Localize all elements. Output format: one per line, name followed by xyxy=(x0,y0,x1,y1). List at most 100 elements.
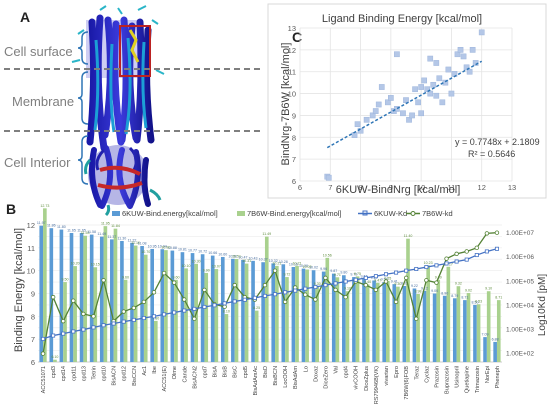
kd-6kuw-point xyxy=(242,297,247,302)
kd-7b6w-point xyxy=(393,299,399,305)
scatter-point xyxy=(463,64,470,71)
kd-6kuw-point xyxy=(444,261,449,266)
brace-cell-surface xyxy=(77,31,89,65)
legend-swatch-6kuw-energy xyxy=(112,211,120,216)
scatter-r2: R² = 0.5646 xyxy=(468,149,515,159)
bar-6kuw-value-label: 10.28 xyxy=(279,260,288,264)
kd-6kuw-point xyxy=(141,316,146,321)
bar-category-label: BisAdAmAc xyxy=(253,366,259,396)
bar-category-label: Olme xyxy=(172,366,178,379)
bar-7b6w-energy xyxy=(305,269,309,362)
label-cell-surface: Cell surface xyxy=(4,44,73,59)
bar-7b6w-value-label: 11.53 xyxy=(81,231,90,235)
scatter-xlabel: 6KUW-BindNrg [kcal/mol] xyxy=(336,184,461,196)
bar-6kuw-energy xyxy=(79,232,84,362)
scatter-point xyxy=(363,116,370,123)
kd-6kuw-point xyxy=(373,274,378,279)
kd-6kuw-point xyxy=(454,259,459,264)
kd-6kuw-point xyxy=(121,319,126,324)
bar-7b6w-value-label: 8.98 xyxy=(415,289,422,293)
bar-6kuw-value-label: 8.71 xyxy=(461,296,468,300)
bar-category-label: Quetiapine xyxy=(465,366,471,393)
bar-6kuw-energy xyxy=(39,225,44,362)
kd-6kuw-point xyxy=(424,265,429,270)
kd-lines xyxy=(40,230,500,356)
kd-7b6w-point xyxy=(313,297,318,302)
bar-7b6w-energy xyxy=(143,254,148,362)
scatter-point xyxy=(457,47,464,53)
bar-7b6w-energy xyxy=(285,277,289,362)
bar-ylabel: Binding Energy [kcal/mol] xyxy=(13,228,25,352)
bar-7b6w-energy xyxy=(486,291,491,362)
legend-7b6w-energy: 7B6W-Bind.energy[kcal/mol] xyxy=(247,209,342,218)
scatter-point xyxy=(454,51,461,58)
scatter-point xyxy=(418,84,424,90)
bar-grid xyxy=(38,224,502,363)
scatter-xtick: 9 xyxy=(389,183,393,192)
bar-7b6w-value-label: 10.20 xyxy=(71,262,80,266)
kd-6kuw-point xyxy=(222,301,227,306)
bar-category-label: cpd11 xyxy=(71,366,77,381)
bar-7b6w-energy xyxy=(436,279,441,362)
kd-6kuw-point xyxy=(262,293,267,298)
legend-7b6w-kd: 7B6W-kd xyxy=(422,209,453,218)
bar-7b6w-value-label: 9.55 xyxy=(384,276,391,280)
bar-category-label: BisCCN xyxy=(132,366,138,386)
panel-a-letter: A xyxy=(20,9,30,25)
kd-7b6w-point xyxy=(414,316,419,321)
kd-6kuw-point xyxy=(182,308,187,313)
kd-7b6w-point xyxy=(91,314,96,319)
kd-6kuw-point xyxy=(353,277,358,282)
scatter-point xyxy=(384,99,391,106)
panel-c-letter: C xyxy=(292,29,302,45)
label-cell-interior: Cell Interior xyxy=(4,155,71,170)
kd-6kuw-point xyxy=(303,286,308,291)
bar-category-label: vivartan xyxy=(384,366,390,386)
kd-7b6w-point xyxy=(323,275,328,281)
kd-7b6w-point xyxy=(192,316,197,321)
bar-7b6w-value-label: 9.10 xyxy=(344,287,351,291)
bar-category-label: cpd14 xyxy=(61,366,67,381)
kd-6kuw-point xyxy=(111,321,116,326)
kd-7b6w-point xyxy=(272,268,278,273)
bar-y2tick: 1.00E+05 xyxy=(506,278,534,285)
bar-7b6w-value-label: 11.40 xyxy=(404,234,413,238)
bar-6kuw-energy xyxy=(362,278,366,362)
bar-6kuw-energy xyxy=(412,288,417,362)
bar-6kuw-energy xyxy=(251,260,255,362)
scatter-ytick: 6 xyxy=(292,177,296,186)
kd-6kuw-line xyxy=(42,248,498,340)
scatter-xtick: 12 xyxy=(478,183,486,192)
bar-ytick: 10 xyxy=(27,267,35,276)
kd-7b6w-point xyxy=(403,275,409,281)
bar-category-label: cpd10 xyxy=(102,366,108,381)
bar-6kuw-energy xyxy=(402,285,407,362)
scatter-xtick: 13 xyxy=(508,183,516,192)
protein-structure-illustration xyxy=(71,5,165,217)
bar-7b6w-energy xyxy=(244,263,249,362)
bar-6kuw-energy xyxy=(392,284,397,362)
scatter-point xyxy=(424,86,431,93)
bar-category-label: ACC51071 xyxy=(41,366,47,393)
bar-6kuw-energy xyxy=(180,252,185,362)
bar-6kuw-value-label: 10.94 xyxy=(158,245,167,249)
bar-7b6w-value-label: 7.80 xyxy=(152,316,159,320)
bar-7b6w-value-label: 10.30 xyxy=(192,259,201,263)
kd-6kuw-point xyxy=(494,246,499,251)
bar-6kuw-energy xyxy=(463,300,467,362)
scatter-point xyxy=(351,132,358,138)
bar-7b6w-energy xyxy=(204,272,209,362)
bar-6kuw-energy xyxy=(473,304,477,362)
bar-y2label: Log10Kd [pM] xyxy=(537,274,548,336)
bar-6kuw-energy xyxy=(210,255,215,362)
scatter-xtick: 10 xyxy=(417,183,425,192)
panel-c: C Ligand Binding Energy [kcal/mol] 6 7 8 9 1… xyxy=(267,3,547,199)
bar-7b6w-value-label: 8.25 xyxy=(253,306,260,310)
kd-6kuw-point xyxy=(61,331,66,336)
bar-y2tick: 1.00E+06 xyxy=(506,254,534,261)
bar-6kuw-value-label: 10.66 xyxy=(208,251,217,255)
bar-6kuw-energy xyxy=(372,280,376,362)
bar-6kuw-energy xyxy=(220,256,225,362)
scatter-xtick: 11 xyxy=(448,183,456,192)
